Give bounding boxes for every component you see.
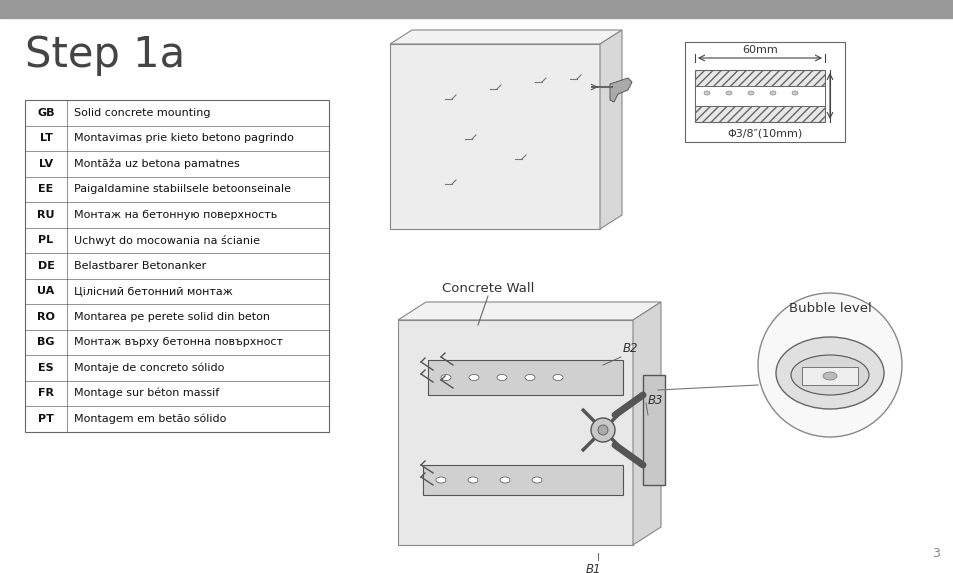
Text: DE: DE xyxy=(37,261,54,271)
Ellipse shape xyxy=(553,375,562,380)
Polygon shape xyxy=(390,44,599,229)
Polygon shape xyxy=(633,302,660,545)
Text: FR: FR xyxy=(38,388,54,398)
Text: PT: PT xyxy=(38,414,54,424)
Polygon shape xyxy=(397,302,660,320)
Text: Montage sur béton massif: Montage sur béton massif xyxy=(74,388,219,398)
Text: B2: B2 xyxy=(622,342,638,355)
Circle shape xyxy=(590,418,615,442)
Ellipse shape xyxy=(440,375,451,380)
Bar xyxy=(801,367,857,385)
Text: BG: BG xyxy=(37,337,54,347)
Bar xyxy=(684,42,844,142)
Polygon shape xyxy=(390,30,621,44)
Text: Montāža uz betona pamatnes: Montāža uz betona pamatnes xyxy=(74,159,239,169)
Text: GB: GB xyxy=(37,108,54,117)
Ellipse shape xyxy=(790,355,868,395)
Ellipse shape xyxy=(524,375,535,380)
Text: Монтаж на бетонную поверхность: Монтаж на бетонную поверхность xyxy=(74,210,277,220)
Text: LT: LT xyxy=(39,134,52,143)
Text: Монтаж върху бетонна повърхност: Монтаж върху бетонна повърхност xyxy=(74,337,283,347)
Text: Concrete Wall: Concrete Wall xyxy=(441,282,534,295)
Polygon shape xyxy=(609,78,631,102)
Text: B3: B3 xyxy=(647,394,662,406)
Text: RO: RO xyxy=(37,312,55,322)
Bar xyxy=(428,360,622,395)
Text: PL: PL xyxy=(38,236,53,245)
Ellipse shape xyxy=(532,477,541,483)
Polygon shape xyxy=(397,320,633,545)
Ellipse shape xyxy=(822,372,836,380)
Text: Uchwyt do mocowania na ścianie: Uchwyt do mocowania na ścianie xyxy=(74,235,260,246)
Ellipse shape xyxy=(497,375,506,380)
Circle shape xyxy=(758,293,901,437)
Ellipse shape xyxy=(468,477,477,483)
Text: Paigaldamine stabiilsele betoonseinale: Paigaldamine stabiilsele betoonseinale xyxy=(74,185,291,194)
Text: Montagem em betão sólido: Montagem em betão sólido xyxy=(74,414,226,424)
Bar xyxy=(422,465,622,495)
Bar xyxy=(642,375,664,485)
Ellipse shape xyxy=(725,91,731,95)
Text: Φ3/8″(10mm): Φ3/8″(10mm) xyxy=(726,129,801,139)
Ellipse shape xyxy=(499,477,510,483)
Ellipse shape xyxy=(436,477,446,483)
Ellipse shape xyxy=(769,91,775,95)
Ellipse shape xyxy=(747,91,753,95)
Ellipse shape xyxy=(791,91,797,95)
Circle shape xyxy=(598,425,607,435)
Ellipse shape xyxy=(703,91,709,95)
Text: Step 1a: Step 1a xyxy=(25,34,185,76)
Text: Bubble level: Bubble level xyxy=(788,303,870,316)
Text: Montavimas prie kieto betono pagrindo: Montavimas prie kieto betono pagrindo xyxy=(74,134,294,143)
Text: ES: ES xyxy=(38,363,53,373)
Text: RU: RU xyxy=(37,210,54,220)
Text: Montaje de concreto sólido: Montaje de concreto sólido xyxy=(74,363,224,373)
Text: 3: 3 xyxy=(931,547,939,560)
Ellipse shape xyxy=(469,375,478,380)
Text: B1: B1 xyxy=(584,563,600,573)
Text: EE: EE xyxy=(38,185,53,194)
Ellipse shape xyxy=(775,337,883,409)
Bar xyxy=(695,70,824,122)
Text: Solid concrete mounting: Solid concrete mounting xyxy=(74,108,211,117)
Bar xyxy=(25,100,329,431)
Bar xyxy=(0,0,953,18)
Polygon shape xyxy=(599,30,621,229)
Text: Цілісний бетонний монтаж: Цілісний бетонний монтаж xyxy=(74,286,233,296)
Text: Belastbarer Betonanker: Belastbarer Betonanker xyxy=(74,261,206,271)
Text: LV: LV xyxy=(39,159,53,169)
Text: 60mm: 60mm xyxy=(741,45,777,55)
Bar xyxy=(695,86,824,106)
Text: Montarea pe perete solid din beton: Montarea pe perete solid din beton xyxy=(74,312,270,322)
Text: UA: UA xyxy=(37,286,54,296)
